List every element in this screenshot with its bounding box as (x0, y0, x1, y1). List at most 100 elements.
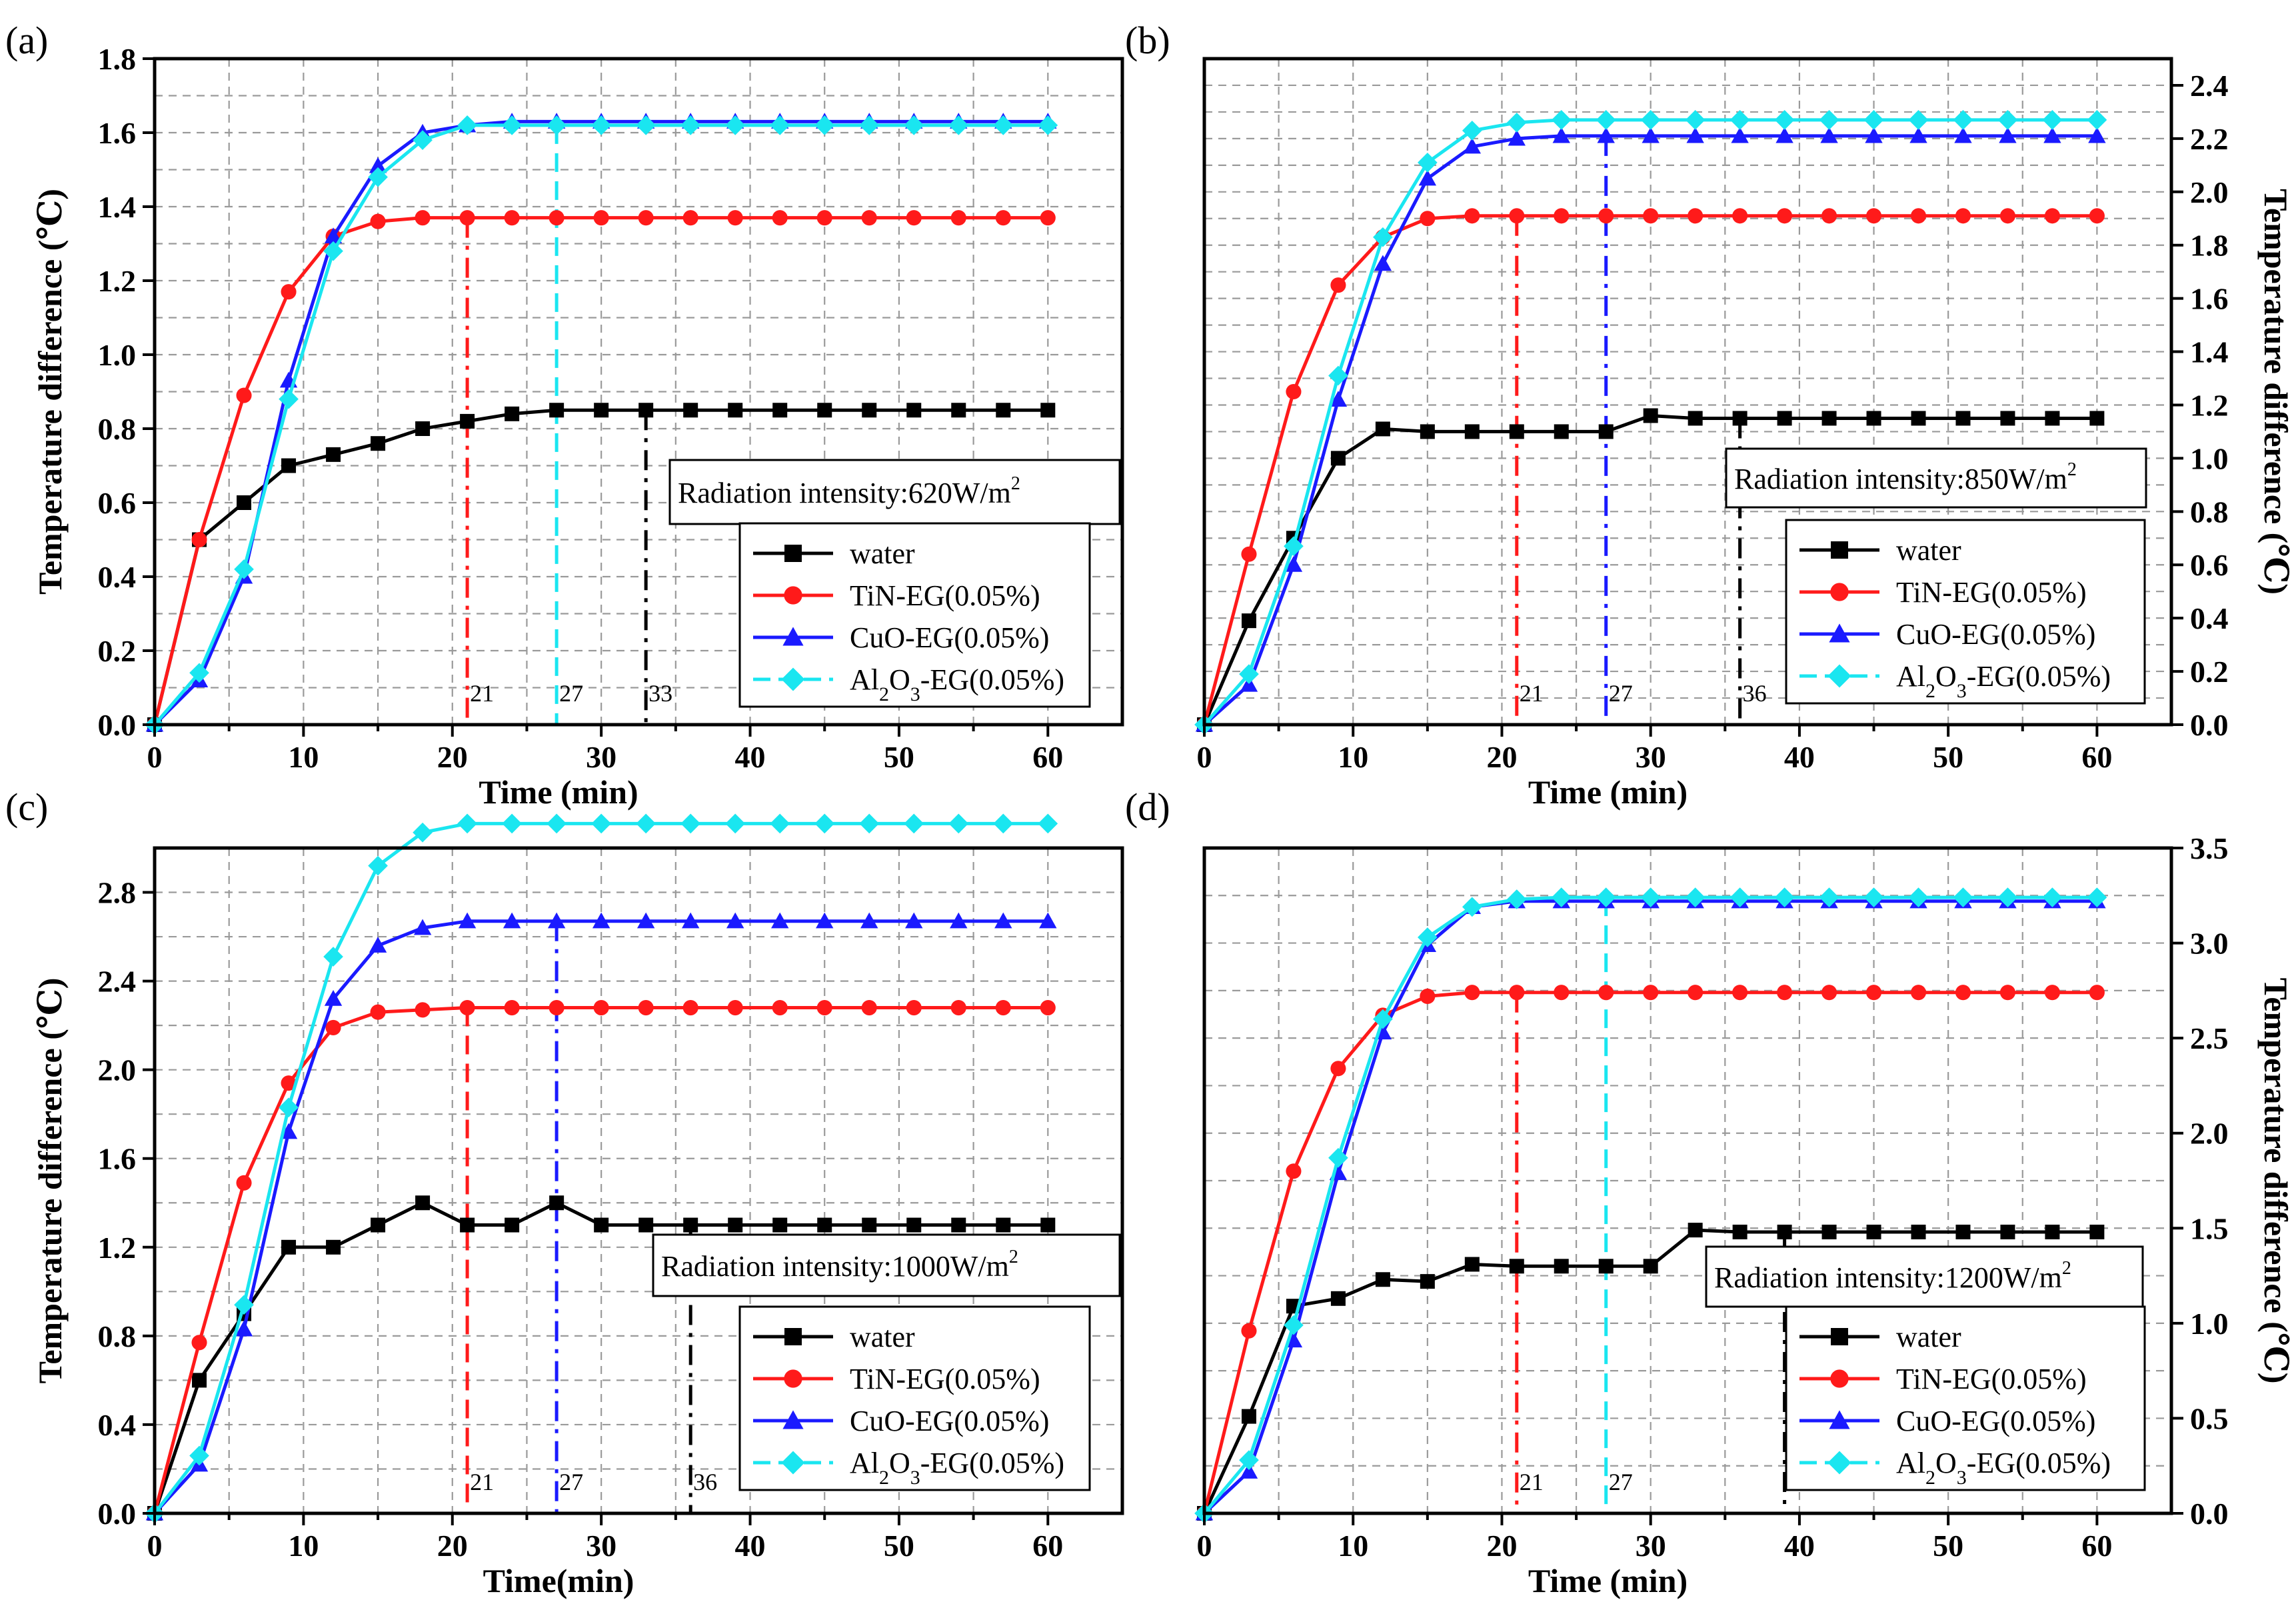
plot-frame (153, 57, 1124, 727)
data-point-al2o3 (189, 663, 209, 683)
legend-label-cuo: CuO-EG(0.05%) (1896, 1405, 2095, 1437)
data-point-al2o3 (413, 130, 433, 150)
annotation-main: Radiation intensity:850W/m (1734, 463, 2067, 495)
data-point-tin (2044, 208, 2060, 224)
data-point-al2o3 (859, 115, 880, 135)
data-point-tin (1910, 208, 1927, 224)
legend: water TiN-EG(0.05%) CuO-EG(0.05%) Al2O3-EG(… (738, 1305, 1091, 1491)
data-point-al2o3 (1551, 110, 1572, 130)
series-al2o3 (145, 813, 1058, 1523)
data-point-tin (1286, 1163, 1302, 1179)
x-tick-label: 50 (884, 1529, 914, 1563)
data-point-tin (1732, 208, 1748, 224)
legend-label-al2o3: Al2O3-EG(0.05%) (850, 1447, 1064, 1489)
data-point-tin (1865, 985, 1882, 1001)
data-point-cuo (324, 227, 343, 243)
data-point-tin (370, 213, 386, 229)
data-point-water (1375, 1272, 1390, 1287)
x-tick-label: 50 (1933, 740, 1963, 774)
data-point-cuo (1418, 169, 1437, 186)
data-point-tin (2089, 208, 2105, 224)
data-point-tin (1040, 999, 1056, 1016)
data-point-water (1420, 424, 1435, 439)
data-point-al2o3 (814, 115, 835, 135)
chart-panel-b: 21 27 36 0 10 20 30 40 50 60 0.0 0.2 0.4 0.6 0.8 1.0 1.2… (1125, 19, 2295, 811)
legend-marker-cuo (782, 627, 804, 646)
data-point-al2o3 (2087, 110, 2107, 130)
data-point-al2o3 (770, 115, 790, 135)
data-point-water (1598, 424, 1614, 439)
legend-label-tin: TiN-EG(0.05%) (1896, 1363, 2087, 1395)
data-point-water (906, 403, 922, 418)
vline-label-21: 21 (470, 1469, 494, 1495)
panel-label: (c) (5, 785, 48, 829)
data-point-tin (1688, 985, 1704, 1001)
data-point-water (1330, 451, 1346, 466)
data-point-al2o3 (368, 855, 388, 876)
data-point-water (1554, 1259, 1569, 1274)
data-point-al2o3 (2087, 887, 2107, 907)
data-point-tin (1286, 383, 1302, 400)
data-point-water (594, 1217, 609, 1233)
x-tick-label: 20 (1486, 740, 1517, 774)
data-point-tin (415, 1002, 431, 1018)
series-al2o3 (145, 115, 1058, 735)
data-point-tin (593, 999, 609, 1016)
data-point-al2o3 (1551, 887, 1572, 907)
data-point-al2o3 (323, 947, 343, 967)
data-point-al2o3 (1908, 887, 1929, 907)
data-point-tin (281, 1075, 297, 1091)
data-point-tin (772, 999, 788, 1016)
data-point-water (1911, 411, 1926, 426)
data-point-tin (2089, 985, 2105, 1001)
data-point-tin (504, 210, 520, 226)
annotation-main: Radiation intensity:1000W/m (661, 1250, 1009, 1283)
data-point-water (549, 403, 565, 418)
data-point-water (2089, 411, 2105, 426)
series-al2o3 (1194, 110, 2107, 735)
data-point-water (237, 495, 252, 510)
data-point-tin (995, 999, 1011, 1016)
data-point-al2o3 (1997, 110, 2018, 130)
data-point-al2o3 (413, 822, 433, 843)
data-point-cuo (413, 919, 432, 935)
data-point-tin (2044, 985, 2060, 1001)
x-tick-label: 10 (1338, 740, 1368, 774)
data-point-tin (236, 1175, 252, 1191)
annotation-box (1725, 447, 2147, 509)
data-point-water (1955, 411, 1971, 426)
data-point-water (415, 421, 431, 436)
data-point-cuo (458, 912, 477, 929)
x-tick-label: 0 (1197, 1529, 1212, 1563)
data-point-water (371, 436, 386, 451)
data-point-al2o3 (725, 813, 746, 834)
data-point-cuo (1999, 127, 2017, 143)
y-tick-label: 1.5 (2190, 1211, 2229, 1245)
data-point-tin (772, 210, 788, 226)
data-point-al2o3 (1239, 664, 1259, 684)
data-point-tin (1554, 208, 1570, 224)
data-point-cuo (1039, 912, 1057, 929)
data-point-al2o3 (1685, 887, 1706, 907)
data-point-cuo (1954, 127, 1972, 143)
data-point-water (281, 458, 297, 473)
data-point-al2o3 (636, 115, 656, 135)
data-point-water (1375, 421, 1390, 437)
data-point-al2o3 (1863, 887, 1884, 907)
data-point-tin (906, 210, 922, 226)
data-point-tin (861, 999, 877, 1016)
legend-marker-tin (1830, 1369, 1849, 1388)
data-point-al2o3 (1863, 110, 1884, 130)
data-point-water (281, 1239, 297, 1255)
y-tick-label: 1.4 (2190, 335, 2229, 369)
data-point-tin (950, 999, 966, 1016)
annotation-text: Radiation intensity:620W/m2 (678, 473, 1020, 509)
annotation-main: Radiation intensity:620W/m (678, 477, 1011, 509)
data-point-tin (1241, 546, 1257, 562)
legend: water TiN-EG(0.05%) CuO-EG(0.05%) Al2O3-EG(… (1785, 519, 2146, 705)
data-point-al2o3 (1640, 110, 1661, 130)
data-point-tin (727, 210, 743, 226)
data-point-water (1420, 1274, 1435, 1289)
data-point-cuo (771, 912, 789, 929)
data-point-al2o3 (1596, 887, 1616, 907)
